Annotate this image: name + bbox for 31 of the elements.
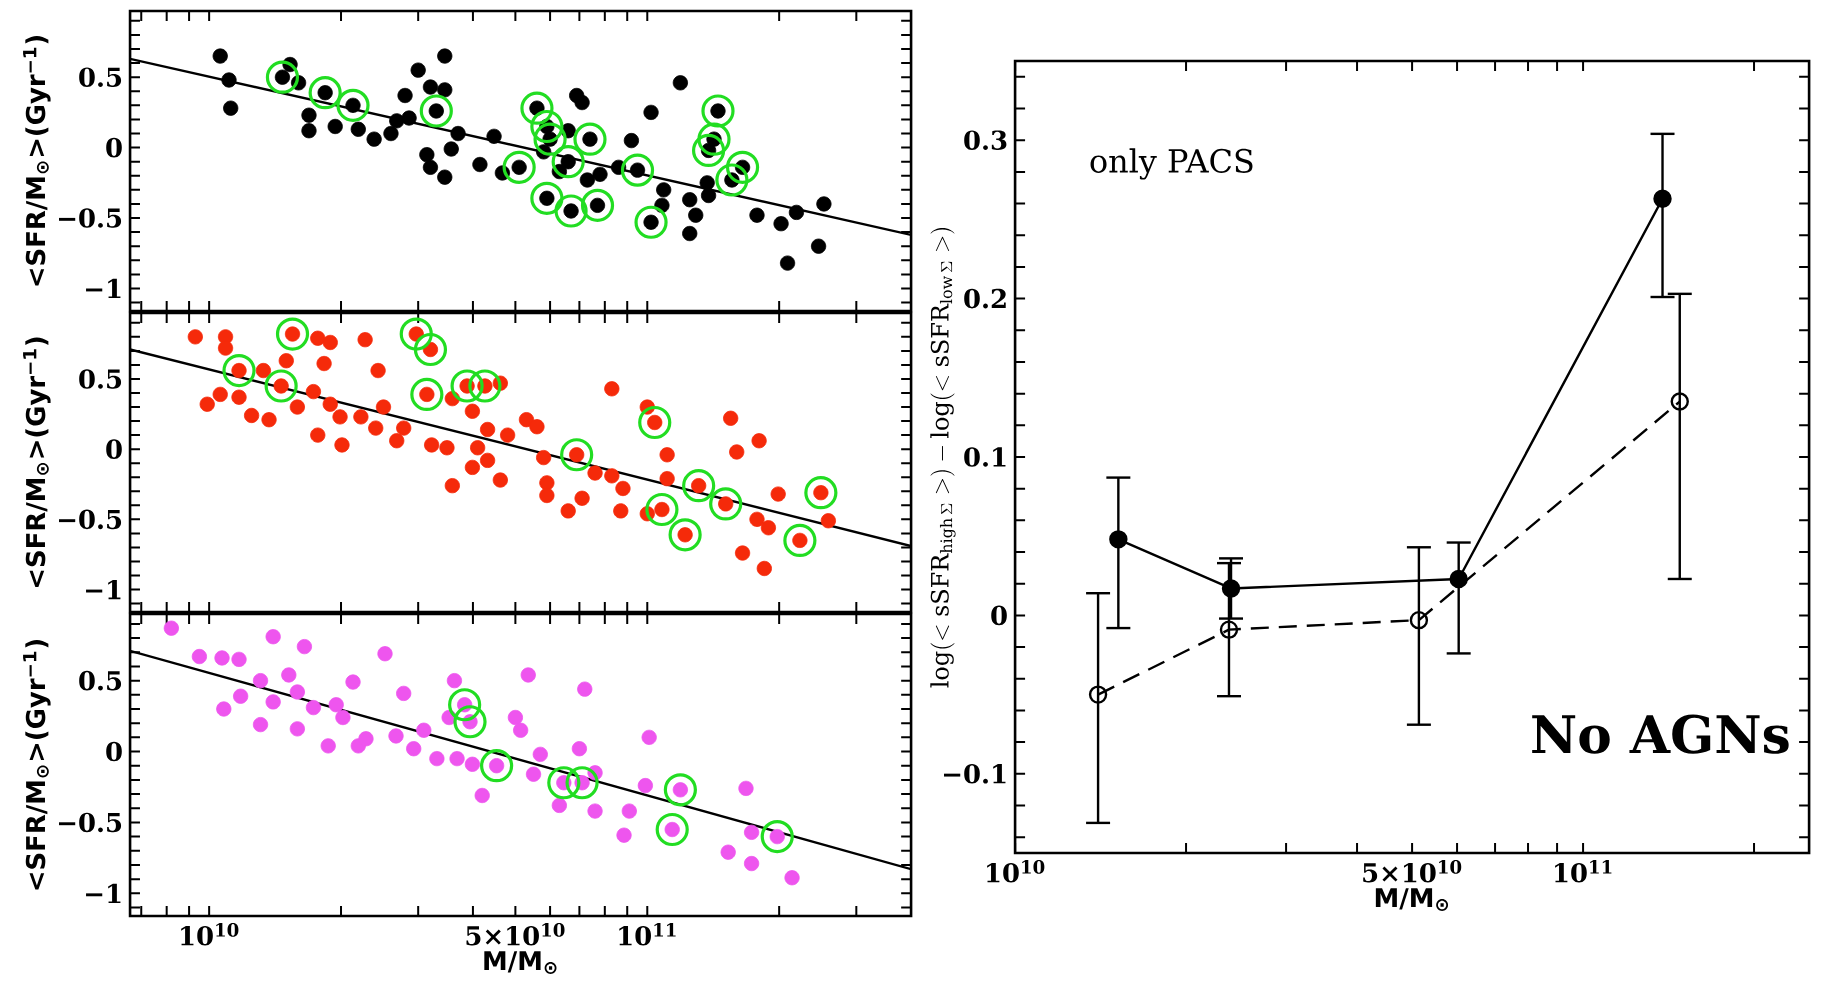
y-tick-label: 0.5 <box>79 67 122 87</box>
x-axis-title: M/M$_{⊙}$ <box>484 951 557 974</box>
y-tick-label: 0 <box>106 741 122 762</box>
y-tick-label: 0.3 <box>964 130 1007 150</box>
y-tick-label: −1 <box>86 579 121 600</box>
y-tick-label: 0.5 <box>79 369 122 389</box>
y-axis-title: <SFR/M$_{⊙}$>(Gyr$^{−1}$) <box>23 639 51 890</box>
x-tick-label: 10$^{11}$ <box>619 923 676 946</box>
y-tick-label: −1 <box>86 278 121 299</box>
annotation: No AGNs <box>1532 714 1789 754</box>
y-axis-title: <SFR/M$_{⊙}$>(Gyr$^{−1}$) <box>23 337 51 588</box>
x-axis-title: M/M$_{⊙}$ <box>1375 888 1449 911</box>
y-tick-label: −0.5 <box>59 208 122 228</box>
y-axis-title: $\log(<\mathrm{sSFR}_{\mathrm{high}\,\Sigma}>)-\log(<\mathrm{sSFR}_{\mathrm{low}\,\Sigma}>)$ <box>930 228 956 688</box>
x-tick-label: 10$^{11}$ <box>1555 860 1612 883</box>
y-tick-label: 0 <box>106 439 122 459</box>
y-tick-label: −0.5 <box>59 509 122 530</box>
y-tick-label: 0 <box>106 137 122 158</box>
annotation: only PACS <box>1090 148 1253 180</box>
y-tick-label: 0.5 <box>79 670 122 691</box>
y-axis-title: <SFR/M$_{⊙}$>(Gyr$^{−1}$) <box>23 35 51 286</box>
x-tick-label: 5×10$^{10}$ <box>466 923 565 946</box>
x-tick-label: 10$^{10}$ <box>987 860 1045 883</box>
y-tick-label: −1 <box>86 883 121 903</box>
x-tick-label: 5×10$^{10}$ <box>1363 860 1462 883</box>
y-tick-label: 0.2 <box>964 288 1006 309</box>
y-tick-label: −0.5 <box>59 812 122 833</box>
y-tick-label: 0 <box>991 605 1007 626</box>
y-tick-label: 0.1 <box>964 447 1006 467</box>
y-tick-label: −0.1 <box>944 764 1006 784</box>
x-tick-label: 10$^{10}$ <box>181 923 239 946</box>
